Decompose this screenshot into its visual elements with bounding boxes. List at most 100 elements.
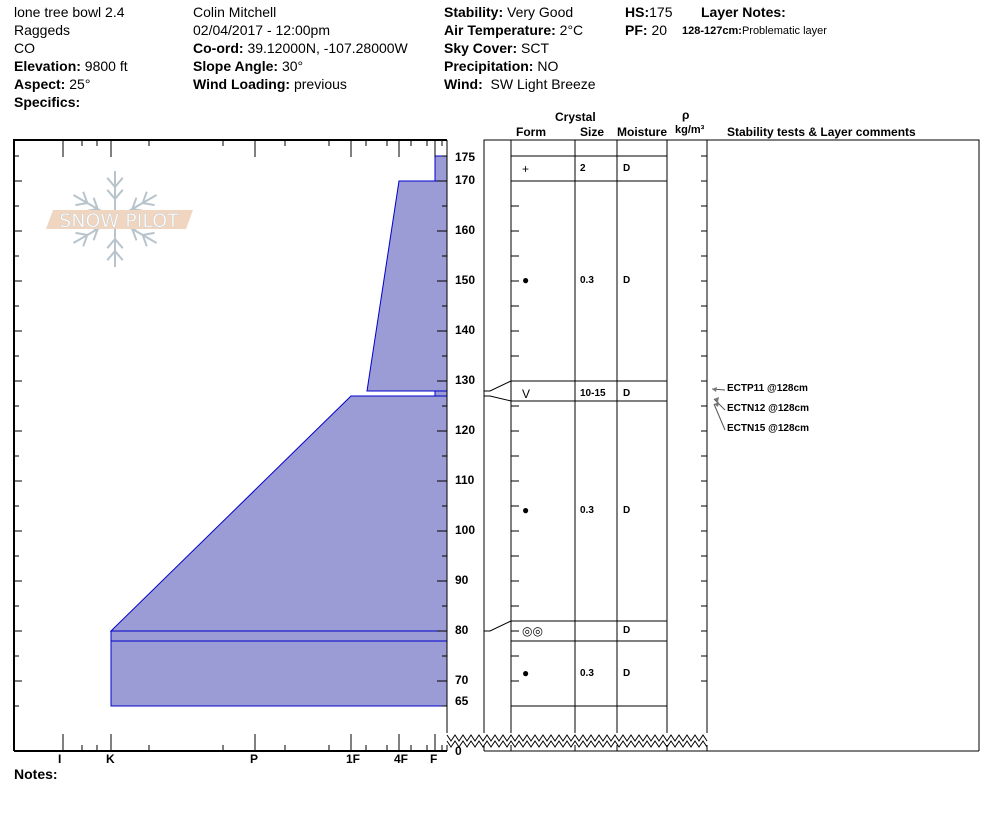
hardness-layer-4	[110, 630, 448, 642]
crystal-size-5: 0.3	[580, 667, 594, 679]
hardness-label-1F: 1F	[346, 752, 361, 766]
snowflake-icon	[106, 177, 116, 188]
table-frame	[483, 139, 980, 751]
snowflake-icon	[141, 234, 148, 247]
sky-cover: Sky Cover: SCT	[444, 40, 550, 56]
range: Raggeds	[14, 22, 71, 38]
hardness-label-F: F	[430, 752, 438, 766]
hardness-frame	[13, 139, 447, 751]
specifics: Specifics:	[14, 94, 81, 110]
stability-test-0: ECTP11 @128cm	[727, 383, 808, 394]
snowflake-icon	[92, 197, 99, 210]
snowflake-icon	[142, 231, 155, 236]
snowpilot-logo: SNOW PILOT	[46, 171, 193, 267]
layer-connector	[484, 395, 512, 402]
comments-header: Stability tests & Layer comments	[727, 125, 916, 139]
stability-test-arrow	[713, 403, 726, 431]
layer-notes-label: Layer Notes:	[701, 4, 786, 20]
crystal-size-0: 2	[580, 162, 586, 174]
depth-label-160: 160	[455, 223, 476, 237]
crystal-form-5: ●	[522, 665, 530, 680]
form-header: Form	[516, 125, 546, 139]
snowflake-icon	[106, 250, 116, 261]
crystal-form-0: +	[522, 161, 530, 176]
hardness-layer-0	[434, 155, 448, 182]
aspect: Aspect: 25°	[14, 76, 91, 92]
crystal-size-2: 10-15	[580, 387, 606, 399]
crystal-form-1: ●	[522, 273, 530, 287]
depth-label-120: 120	[455, 423, 476, 437]
snowflake-icon	[82, 191, 89, 204]
snowflake-icon	[114, 250, 124, 261]
depth-label-110: 110	[455, 473, 475, 487]
size-header: Size	[580, 125, 605, 139]
snowflake-icon	[131, 197, 138, 210]
depth-label-65: 65	[455, 694, 469, 708]
moisture-1: D	[623, 275, 631, 286]
snowflake-icon	[114, 177, 124, 188]
hardness-label-I: I	[58, 752, 62, 766]
wind: Wind: SW Light Breeze	[444, 76, 596, 92]
pf: PF: 20	[625, 22, 668, 38]
axis-break	[446, 734, 708, 742]
air-temp: Air Temperature: 2°C	[444, 22, 584, 38]
crystal-size-1: 0.3	[580, 275, 594, 286]
snowflake-icon	[82, 234, 89, 247]
snowflake-icon	[75, 202, 88, 207]
moisture-0: D	[623, 162, 631, 174]
depth-label-90: 90	[455, 573, 469, 587]
precipitation: Precipitation: NO	[444, 58, 559, 74]
hardness-label-4F: 4F	[394, 752, 409, 766]
notes: Notes:	[14, 766, 58, 782]
snowflake-icon	[75, 231, 88, 236]
location: lone tree bowl 2.4	[14, 4, 125, 20]
observer: Colin Mitchell	[193, 4, 277, 20]
layer-connector	[484, 620, 512, 632]
stability-test-2: ECTN15 @128cm	[727, 423, 810, 434]
slope: Slope Angle: 30°	[193, 58, 304, 74]
axis-break	[446, 740, 708, 748]
hardness-layer-3	[109, 395, 448, 632]
snowflake-icon	[106, 238, 116, 249]
depth-label-140: 140	[455, 323, 476, 337]
moisture-3: D	[623, 505, 631, 516]
depth-label-0: 0	[455, 744, 462, 758]
crystal-form-2: V	[522, 386, 531, 401]
hardness-label-K: K	[106, 752, 115, 766]
hs: HS:175	[625, 4, 673, 20]
depth-label-100: 100	[455, 523, 476, 537]
stability-test-1: ECTN12 @128cm	[727, 403, 810, 414]
stability: Stability: Very Good	[444, 4, 574, 20]
hardness-layer-5	[110, 640, 448, 707]
depth-label-170: 170	[455, 173, 476, 187]
wind-loading: Wind Loading: previous	[193, 76, 347, 92]
layer-note: 128-127cm:Problematic layer	[682, 25, 827, 37]
datetime: 02/04/2017 - 12:00pm	[193, 22, 330, 38]
crystal-form-3: ●	[522, 503, 530, 517]
snowflake-icon	[141, 191, 148, 204]
crystal-header: Crystal	[555, 110, 596, 124]
hardness-label-P: P	[250, 752, 259, 766]
crystal-form-4: ◎◎	[522, 624, 543, 638]
depth-label-175: 175	[455, 150, 476, 164]
layer-connector	[484, 380, 512, 392]
moisture-header: Moisture	[617, 125, 668, 139]
arrow-head-icon	[714, 402, 719, 407]
moisture-5: D	[623, 667, 631, 679]
depth-label-130: 130	[455, 373, 476, 387]
rho-header: ρ	[682, 108, 690, 122]
snowflake-icon	[131, 228, 138, 241]
crystal-size-3: 0.3	[580, 505, 594, 516]
arrow-head-icon	[714, 397, 719, 402]
moisture-2: D	[623, 387, 631, 399]
depth-label-150: 150	[455, 273, 476, 287]
snowflake-icon	[142, 202, 155, 207]
stability-test-arrow	[713, 398, 726, 411]
density-unit: kg/m³	[675, 124, 705, 136]
elevation: Elevation: 9800 ft	[14, 58, 128, 74]
hardness-layer-1	[366, 180, 448, 392]
logo-band	[46, 210, 193, 229]
snowflake-icon	[114, 189, 124, 200]
